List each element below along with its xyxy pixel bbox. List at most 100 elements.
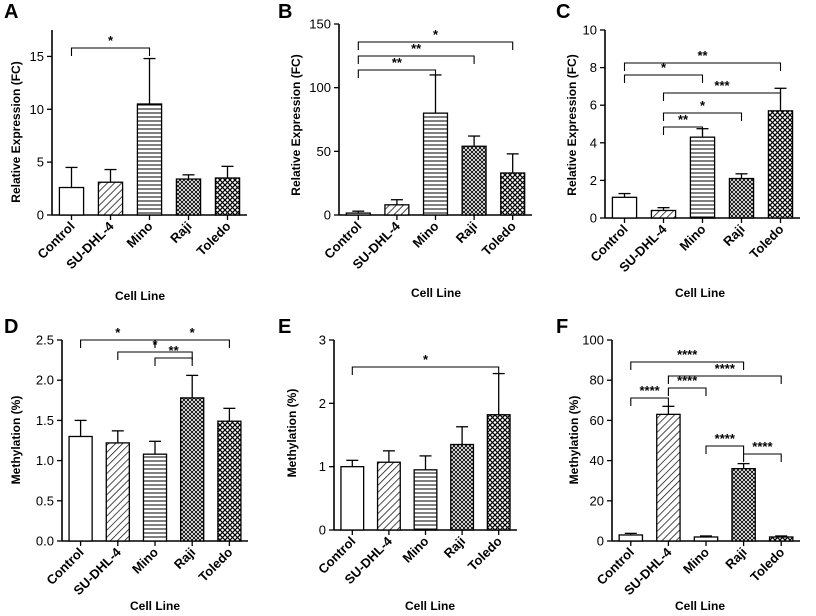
y-tick-label: 2.0 (36, 373, 54, 388)
significance-bracket (630, 397, 669, 406)
significance-label: * (190, 325, 196, 340)
panel-label: E (278, 316, 291, 338)
bar-mino (422, 112, 449, 216)
significance-label: * (115, 325, 121, 340)
significance-bracket (351, 366, 500, 375)
y-tick-label: 0 (590, 211, 597, 226)
bar-su-dhl-4 (650, 209, 677, 219)
y-tick-label: 1.5 (36, 413, 54, 428)
x-tick-label: Mino (677, 221, 709, 253)
significance-bracket (662, 92, 782, 101)
x-tick-label: Toledo (195, 544, 235, 584)
significance-bracket (154, 357, 193, 366)
y-tick-label: 10 (30, 102, 44, 117)
x-tick-label: Raji (453, 219, 480, 246)
y-tick-label: 1.0 (36, 453, 54, 468)
significance-bracket (662, 112, 743, 121)
y-tick-label: 150 (309, 17, 331, 32)
x-tick-label: Mino (129, 544, 161, 576)
significance-label: * (661, 60, 667, 75)
bar-control (618, 534, 644, 542)
y-tick-label: 2 (590, 173, 597, 188)
bar-mino (413, 469, 438, 531)
x-tick-label: Mino (410, 218, 442, 250)
x-axis-title: Cell Line (115, 289, 165, 303)
significance-bracket (662, 126, 704, 135)
y-tick-label: 100 (309, 80, 331, 95)
bar-mino (136, 103, 163, 216)
bar-raji (175, 178, 202, 216)
bar-toledo (500, 172, 526, 216)
x-tick-label: Toledo (479, 218, 519, 258)
x-axis-title: Cell Line (675, 599, 725, 613)
bar-su-dhl-4 (105, 442, 130, 542)
y-tick-label: 50 (317, 144, 331, 159)
x-axis-title: Cell Line (130, 599, 180, 613)
significance-bracket (70, 47, 151, 56)
y-tick-label: 0.5 (36, 493, 54, 508)
significance-label: **** (715, 361, 736, 376)
significance-label: * (700, 98, 706, 113)
x-tick-label: Mino (124, 218, 156, 250)
y-tick-label: 20 (590, 493, 604, 508)
x-tick-label: Mino (680, 544, 712, 576)
significance-label: ** (697, 48, 708, 63)
x-tick-label: Toledo (194, 218, 234, 258)
bar-control (345, 212, 371, 216)
y-tick-label: 5 (37, 155, 44, 170)
y-tick-label: 6 (590, 98, 597, 113)
y-tick-label: 100 (582, 333, 604, 348)
significance-bracket (117, 351, 193, 360)
y-tick-label: 0 (319, 523, 326, 538)
panel-label: A (4, 1, 18, 23)
y-axis-title: Methylation (%) (285, 389, 299, 478)
bar-su-dhl-4 (384, 204, 410, 216)
x-axis-title: Cell Line (411, 286, 461, 300)
significance-label: **** (752, 439, 773, 454)
bar-raji (461, 145, 487, 216)
significance-bracket (623, 74, 704, 83)
y-tick-label: 0.0 (36, 534, 54, 549)
bar-control (68, 435, 93, 542)
panel-label: B (278, 1, 292, 23)
y-axis-title: Relative Expression (FC) (565, 54, 579, 195)
bar-control (611, 196, 638, 219)
significance-label: ** (392, 55, 403, 70)
y-axis-title: Relative Expression (FC) (289, 54, 303, 195)
bar-mino (693, 536, 719, 542)
bar-mino (142, 453, 168, 542)
bar-toledo (486, 414, 511, 531)
y-tick-label: 2 (319, 396, 326, 411)
significance-bracket (357, 69, 437, 78)
y-tick-label: 15 (30, 49, 44, 64)
x-tick-label: Raji (441, 534, 468, 561)
bar-su-dhl-4 (97, 181, 124, 216)
y-tick-label: 1 (319, 459, 326, 474)
x-tick-label: Mino (400, 533, 432, 565)
x-axis-title: Cell Line (405, 599, 455, 613)
bar-toledo (214, 177, 241, 216)
y-tick-label: 8 (590, 60, 597, 75)
significance-bracket (154, 339, 230, 348)
bar-raji (180, 397, 205, 542)
significance-label: ** (678, 112, 689, 127)
significance-bracket (630, 361, 745, 370)
x-tick-label: Raji (720, 222, 747, 249)
significance-label: ** (169, 343, 180, 358)
significance-bracket (705, 445, 745, 454)
significance-label: * (108, 33, 114, 48)
significance-label: *** (714, 78, 730, 93)
significance-label: **** (677, 347, 698, 362)
x-tick-label: Toledo (465, 533, 505, 573)
y-tick-label: 80 (590, 373, 604, 388)
bar-raji (728, 177, 755, 219)
y-axis-title: Relative Expression (FC) (9, 61, 23, 202)
x-tick-label: Raji (171, 545, 198, 572)
significance-bracket (357, 55, 475, 64)
y-tick-label: 40 (590, 453, 604, 468)
